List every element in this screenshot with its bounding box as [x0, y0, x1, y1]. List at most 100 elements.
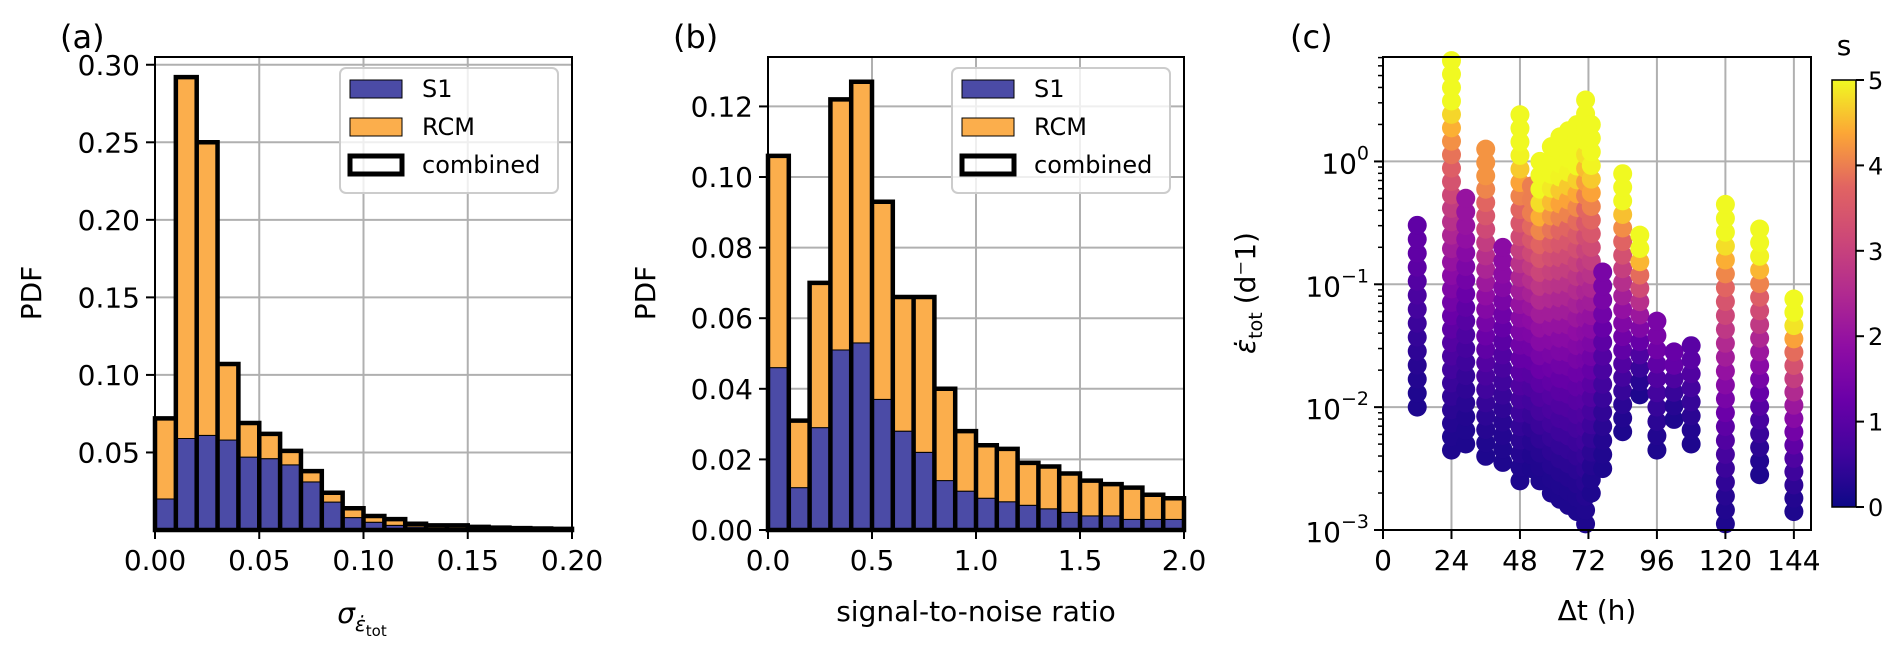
- scatter-point: [1681, 434, 1701, 454]
- scatter-point: [1715, 278, 1735, 298]
- scatter-point: [1407, 215, 1427, 235]
- scatter-point: [1664, 355, 1684, 375]
- bar-rcm: [1121, 487, 1143, 520]
- scatter-point: [1593, 402, 1613, 422]
- scatter-point: [1647, 440, 1667, 460]
- scatter-point: [1476, 179, 1496, 199]
- scatter-point: [1715, 208, 1735, 228]
- x-tick-label: 0.5: [850, 544, 895, 577]
- y-tick-label: 10−1: [1305, 265, 1369, 303]
- scatter-point: [1715, 236, 1735, 256]
- scatter-point: [1750, 437, 1770, 457]
- colorbar-c: s 0 1 2 3 4 5: [1831, 29, 1883, 522]
- scatter-point: [1441, 51, 1461, 71]
- colorbar-tick-label: 5: [1868, 67, 1883, 95]
- bar-s1: [829, 349, 852, 531]
- scatter-point: [1493, 385, 1513, 405]
- scatter-point: [1715, 417, 1735, 437]
- scatter-point: [1715, 472, 1735, 492]
- scatter-point: [1784, 316, 1804, 336]
- legend-label-rcm-b: RCM: [1034, 113, 1087, 141]
- scatter-point: [1750, 396, 1770, 416]
- scatter-point: [1613, 340, 1633, 360]
- bar-s1: [175, 438, 198, 531]
- scatter-point: [1630, 292, 1650, 312]
- scatter-point: [1476, 206, 1496, 226]
- scatter-point: [1613, 164, 1633, 184]
- scatter-point: [1493, 305, 1513, 325]
- y-tick-label: 10−3: [1305, 511, 1369, 549]
- scatter-point: [1613, 218, 1633, 238]
- scatter-point: [1510, 118, 1530, 138]
- scatter-point: [1407, 355, 1427, 375]
- colorbar-tick-label: 2: [1868, 323, 1883, 351]
- bar-rcm: [954, 430, 977, 492]
- scatter-point: [1715, 458, 1735, 478]
- x-axis-label-c: Δt (h): [1558, 594, 1637, 627]
- scatter-point: [1715, 292, 1735, 312]
- scatter-point: [1581, 142, 1601, 162]
- scatter-point: [1441, 386, 1461, 406]
- scatter-point: [1750, 274, 1770, 294]
- scatter-point: [1476, 366, 1496, 386]
- scatter-point: [1456, 379, 1476, 399]
- bar-rcm: [1058, 473, 1081, 513]
- scatter-point: [1784, 448, 1804, 468]
- scatter-point: [1647, 426, 1667, 446]
- legend-label-s1-b: S1: [1034, 75, 1065, 103]
- scatter-point: [1715, 347, 1735, 367]
- scatter-point: [1581, 483, 1601, 503]
- scatter-point: [1715, 306, 1735, 326]
- x-tick-label: 0.10: [332, 544, 394, 577]
- scatter-point: [1576, 90, 1596, 110]
- x-tick-label: 120: [1699, 544, 1752, 577]
- scatter-point: [1630, 265, 1650, 285]
- bars-combined-outline: [765, 79, 1187, 533]
- scatter-point: [1715, 250, 1735, 270]
- colorbar-gradient: [1831, 79, 1857, 508]
- bar-rcm: [154, 417, 177, 500]
- scatter-point: [1784, 462, 1804, 482]
- scatter-point: [1664, 409, 1684, 429]
- scatter-point: [1510, 105, 1530, 125]
- scatter-point: [1456, 243, 1476, 263]
- x-axis-label-a-sub: ε̇: [355, 612, 366, 636]
- scatter-point: [1784, 355, 1804, 375]
- scatter-point: [1493, 426, 1513, 446]
- legend-swatch-rcm-a: [349, 117, 403, 137]
- scatter-point: [1593, 416, 1613, 436]
- scatter-point: [1613, 381, 1633, 401]
- scatter-point: [1593, 346, 1613, 366]
- scatter-point: [1441, 239, 1461, 259]
- x-tick-label: 1.0: [954, 544, 999, 577]
- scatter-point: [1613, 259, 1633, 279]
- scatter-point: [1581, 210, 1601, 230]
- scatter-point: [1441, 373, 1461, 393]
- bar-rcm: [850, 81, 873, 344]
- scatter-point: [1493, 452, 1513, 472]
- scatter-point: [1784, 435, 1804, 455]
- x-tick-label: 0: [1374, 544, 1392, 577]
- x-tick-label: 48: [1502, 544, 1538, 577]
- scatter-point: [1715, 431, 1735, 451]
- bar-rcm: [175, 76, 198, 440]
- scatter-point: [1476, 420, 1496, 440]
- scatter-point: [1681, 350, 1701, 370]
- scatter-point: [1750, 342, 1770, 362]
- scatter-point: [1613, 327, 1633, 347]
- scatter-point: [1750, 287, 1770, 307]
- scatter-point: [1456, 202, 1476, 222]
- scatter-point: [1456, 297, 1476, 317]
- bar-rcm: [788, 420, 811, 489]
- x-axis-label-a-main: σ: [337, 597, 356, 630]
- scatter-point: [1493, 439, 1513, 459]
- bar-rcm: [196, 141, 219, 436]
- scatter-point: [1593, 276, 1613, 296]
- scatter-point: [1407, 327, 1427, 347]
- scatter-point: [1493, 264, 1513, 284]
- scatter-point: [1441, 118, 1461, 138]
- scatter-point: [1441, 172, 1461, 192]
- scatter-point: [1613, 245, 1633, 265]
- scatter-point: [1407, 383, 1427, 403]
- scatter-point: [1456, 270, 1476, 290]
